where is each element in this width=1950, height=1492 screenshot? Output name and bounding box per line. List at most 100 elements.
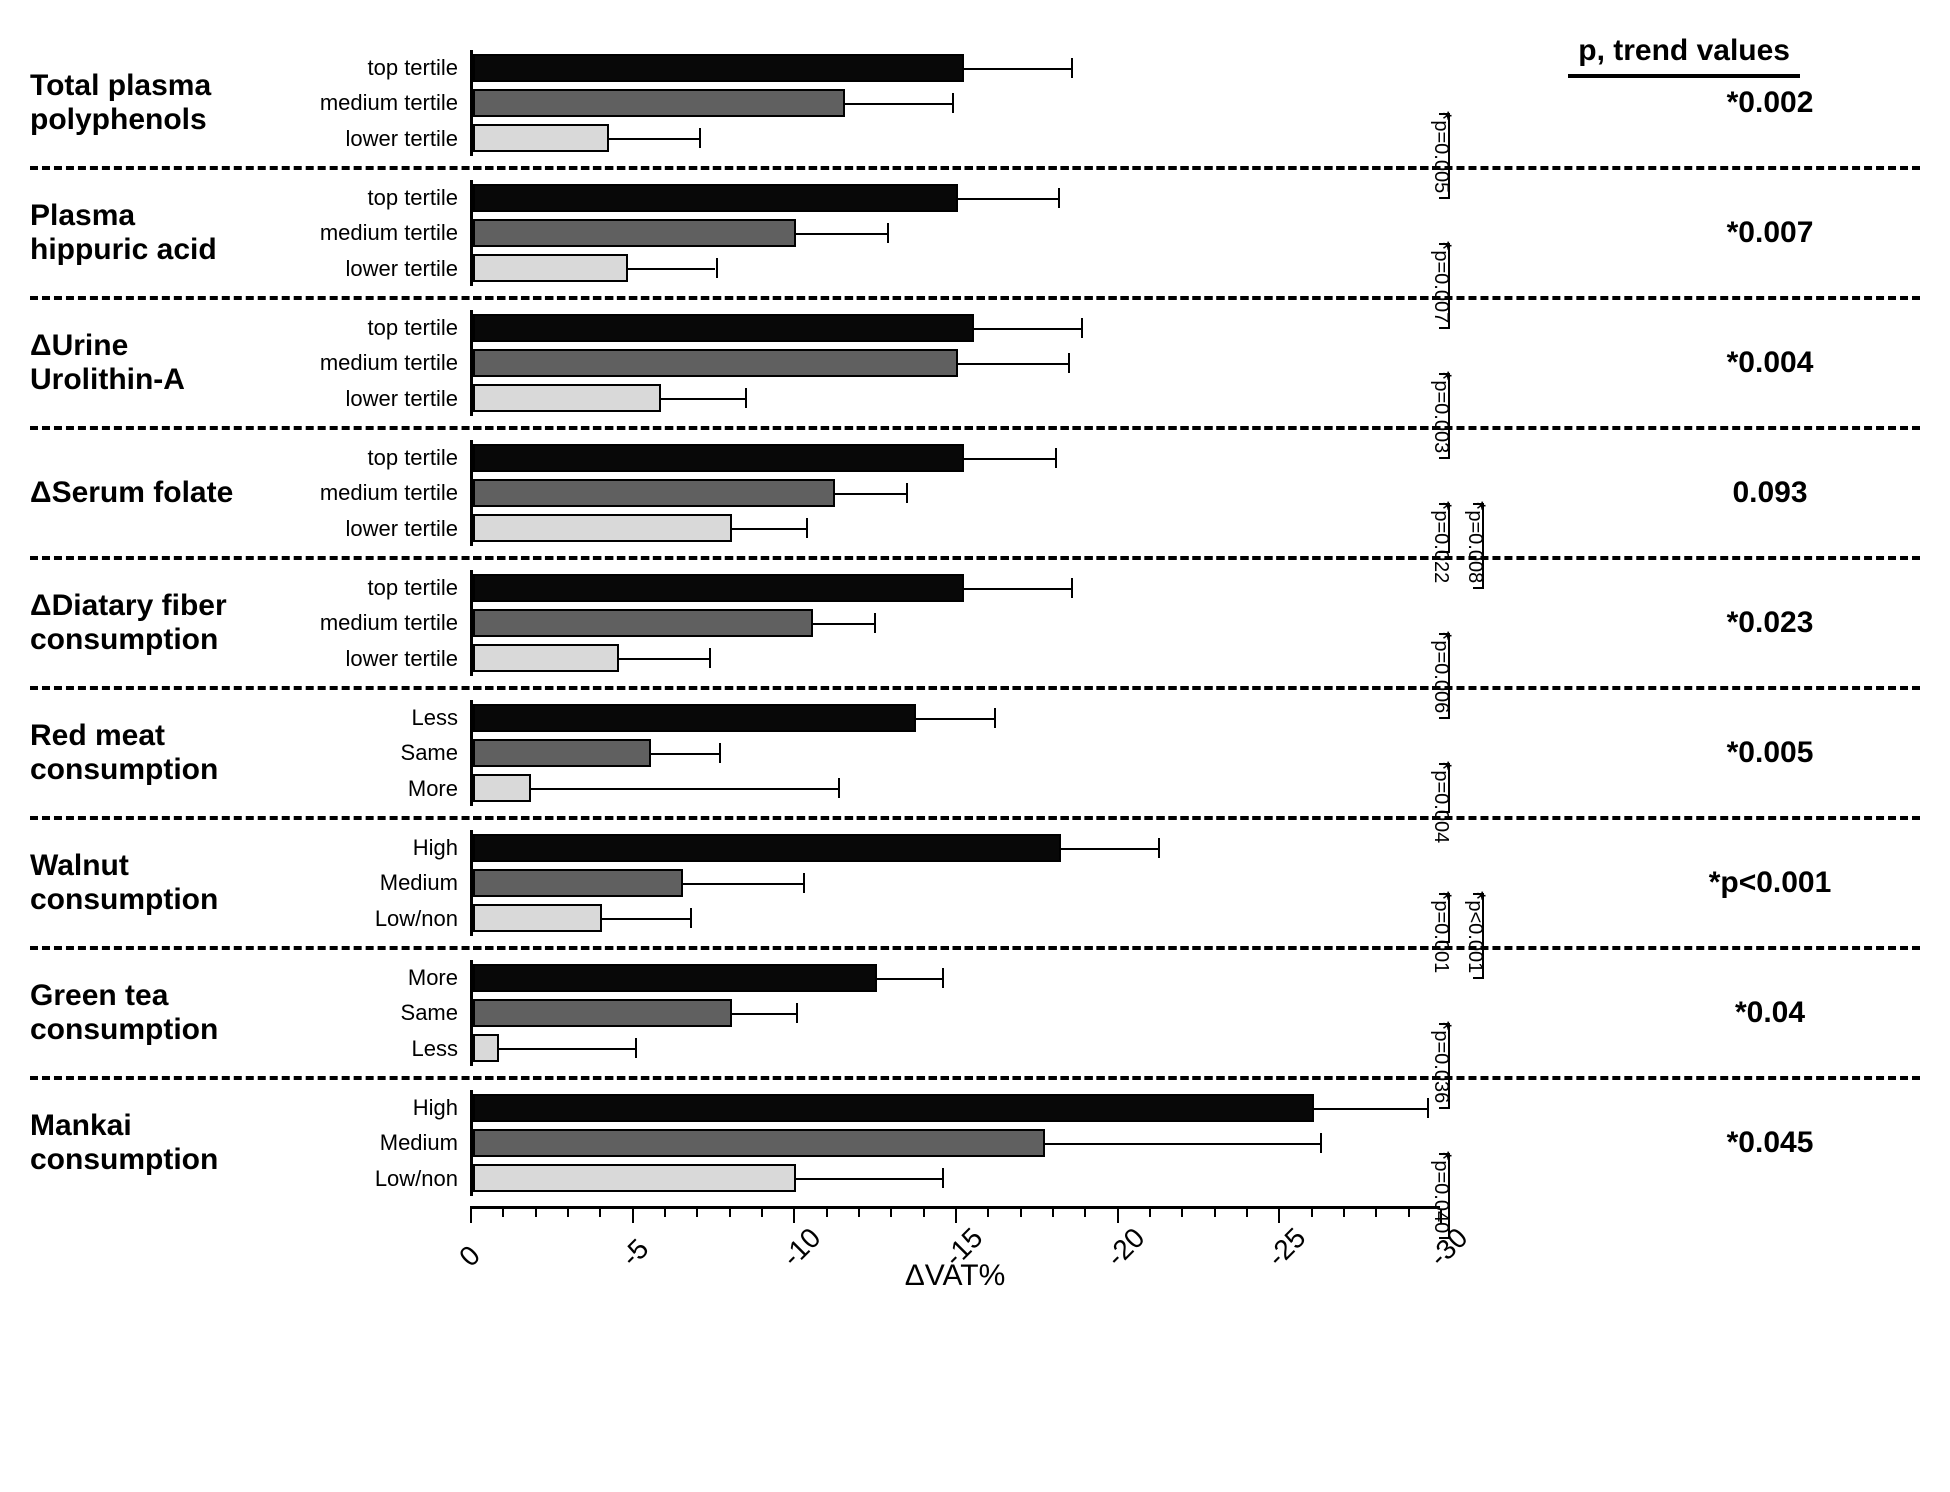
bar [473, 314, 974, 342]
axis-minor-tick [535, 1209, 537, 1217]
axis-tick [632, 1209, 634, 1223]
level-label: Less [310, 1031, 458, 1066]
level-label: lower tertile [310, 251, 458, 286]
error-cap [690, 908, 692, 928]
bar-row [473, 701, 1440, 735]
bar-row [473, 1031, 1440, 1065]
level-label: top tertile [310, 570, 458, 605]
bar [473, 869, 683, 897]
error-cap [1058, 188, 1060, 208]
level-label: medium tertile [310, 475, 458, 510]
axis-tick [1440, 1209, 1442, 1223]
axis-minor-tick [987, 1209, 989, 1217]
bar [473, 574, 964, 602]
level-label: Low/non [310, 901, 458, 936]
error-whisker [964, 588, 1071, 590]
bars-region [470, 440, 1440, 546]
error-whisker [974, 328, 1081, 330]
axis-tick-label: -5 [615, 1233, 655, 1273]
axis-minor-tick [1408, 1209, 1410, 1217]
error-cap [838, 778, 840, 798]
bar-row [473, 736, 1440, 770]
group: ΔDiatary fiberconsumptiontop tertilemedi… [30, 560, 1920, 690]
axis-minor-tick [599, 1209, 601, 1217]
axis-minor-tick [923, 1209, 925, 1217]
bar-row [473, 1161, 1440, 1195]
group-label: Plasmahippuric acid [30, 199, 310, 268]
error-whisker [602, 918, 689, 920]
bar [473, 124, 609, 152]
bar-row [473, 1126, 1440, 1160]
error-cap [1427, 1098, 1429, 1118]
error-cap [635, 1038, 637, 1058]
level-label: medium tertile [310, 215, 458, 250]
level-label: More [310, 960, 458, 995]
level-label: Less [310, 700, 458, 735]
bar-row [473, 961, 1440, 995]
level-label: Same [310, 995, 458, 1030]
error-cap [803, 873, 805, 893]
bar [473, 254, 628, 282]
bar-row [473, 771, 1440, 805]
bar [473, 444, 964, 472]
error-cap [994, 708, 996, 728]
bar [473, 774, 531, 802]
p-trend-value: *0.045 [1600, 1126, 1920, 1160]
level-label: High [310, 1090, 458, 1125]
axis-tick [470, 1209, 472, 1223]
group: WalnutconsumptionHighMediumLow/non*p=0.0… [30, 820, 1920, 950]
bar [473, 1034, 499, 1062]
axis-minor-tick [1311, 1209, 1313, 1217]
error-cap [1081, 318, 1083, 338]
error-cap [699, 128, 701, 148]
bar-row [473, 216, 1440, 250]
bar [473, 644, 619, 672]
axis-minor-tick [858, 1209, 860, 1217]
error-cap [942, 968, 944, 988]
bar-row [473, 901, 1440, 935]
error-whisker [1061, 848, 1158, 850]
axis-minor-tick [1246, 1209, 1248, 1217]
bar [473, 384, 661, 412]
axis-minor-tick [502, 1209, 504, 1217]
bar-row [473, 311, 1440, 345]
axis-minor-tick [890, 1209, 892, 1217]
p-trend-value: *0.002 [1600, 86, 1920, 120]
group: Green teaconsumptionMoreSameLess*p=0.036… [30, 950, 1920, 1080]
axis-minor-tick [696, 1209, 698, 1217]
error-whisker [877, 978, 942, 980]
bar-row [473, 441, 1440, 475]
group-label: ΔDiatary fiberconsumption [30, 589, 310, 658]
level-label: top tertile [310, 180, 458, 215]
bar-row [473, 571, 1440, 605]
error-whisker [813, 623, 874, 625]
bar [473, 89, 845, 117]
error-whisker [845, 103, 952, 105]
axis-minor-tick [1214, 1209, 1216, 1217]
axis-minor-tick [729, 1209, 731, 1217]
group: ΔUrineUrolithin-Atop tertilemedium terti… [30, 300, 1920, 430]
error-whisker [958, 198, 1058, 200]
bar-row [473, 866, 1440, 900]
error-whisker [732, 1013, 797, 1015]
error-cap [942, 1168, 944, 1188]
bar [473, 834, 1061, 862]
level-label: More [310, 771, 458, 806]
error-whisker [499, 1048, 635, 1050]
group-label: Green teaconsumption [30, 979, 310, 1048]
level-label: High [310, 830, 458, 865]
level-label: Low/non [310, 1161, 458, 1196]
level-labels: top tertilemedium tertilelower tertile [310, 50, 470, 156]
error-whisker [964, 68, 1071, 70]
bar [473, 219, 796, 247]
bar-row [473, 641, 1440, 675]
error-cap [887, 223, 889, 243]
p-trend-value: 0.093 [1600, 476, 1920, 510]
bar-row [473, 51, 1440, 85]
bar [473, 609, 813, 637]
bars-region [470, 310, 1440, 416]
error-cap [1055, 448, 1057, 468]
error-whisker [796, 1178, 942, 1180]
error-cap [1320, 1133, 1322, 1153]
axis-minor-tick [826, 1209, 828, 1217]
